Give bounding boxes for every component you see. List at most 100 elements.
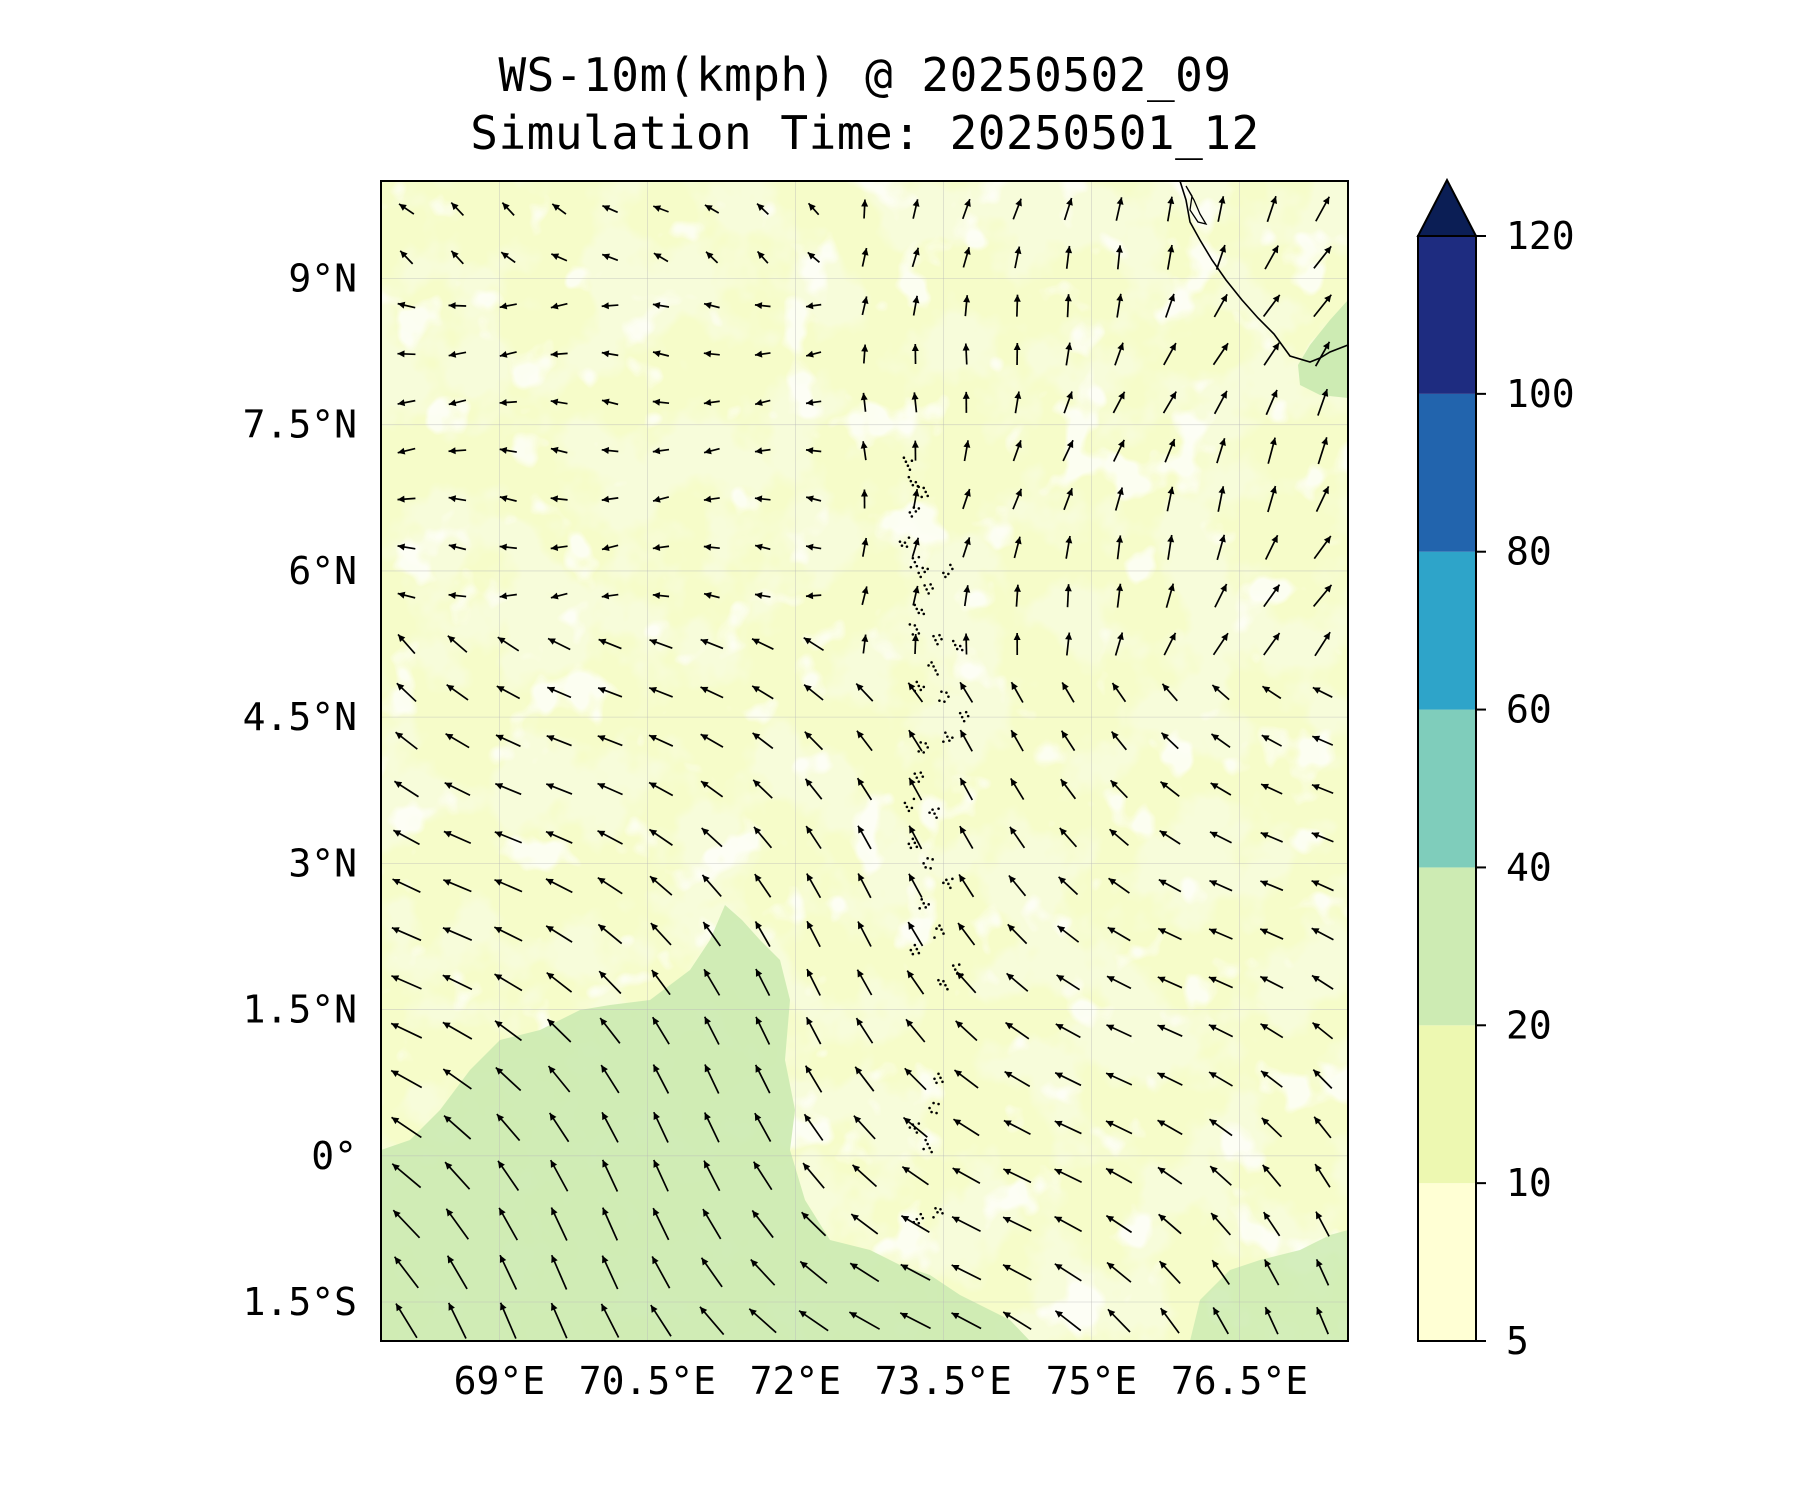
- wind-arrow: [601, 1159, 619, 1192]
- atoll-dot: [940, 637, 943, 641]
- wind-arrow: [546, 1018, 572, 1043]
- wind-arrow: [1157, 927, 1182, 941]
- wind-arrow: [601, 1111, 619, 1143]
- wind-arrow: [855, 682, 874, 702]
- wind-arrow: [751, 685, 774, 700]
- wind-arrow: [754, 399, 771, 406]
- title-line-1: WS-10m(kmph) @ 20250502_09: [498, 48, 1232, 102]
- wind-arrow: [1209, 879, 1233, 892]
- wind-arrow: [648, 828, 673, 846]
- atoll-dot: [917, 780, 921, 783]
- wind-arrow: [1211, 684, 1230, 701]
- wind-arrow: [805, 447, 822, 455]
- colorbar-tick-label: 5: [1506, 1319, 1529, 1363]
- atoll-dot: [908, 623, 912, 626]
- wind-arrow: [752, 779, 773, 799]
- colorbar-segment: [1418, 551, 1476, 710]
- wind-arrow: [1167, 534, 1175, 560]
- wind-arrow: [958, 874, 975, 898]
- wind-arrow: [806, 920, 821, 948]
- atoll-dot: [919, 688, 923, 692]
- wind-arrow: [1107, 926, 1131, 942]
- wind-arrow: [597, 876, 623, 895]
- wind-arrow: [545, 783, 573, 795]
- wind-arrow: [703, 543, 720, 551]
- wind-arrow: [1265, 389, 1278, 416]
- wind-arrow: [546, 686, 572, 699]
- wind-arrow: [703, 495, 720, 503]
- wind-arrow: [1116, 535, 1124, 560]
- atoll-dot: [915, 564, 919, 568]
- wind-arrow: [756, 250, 769, 264]
- atoll-dot: [913, 841, 917, 845]
- wind-arrow: [1264, 534, 1279, 560]
- wind-arrow: [703, 1160, 721, 1192]
- wind-arrow: [1105, 1214, 1133, 1234]
- wind-arrow: [1159, 829, 1181, 845]
- wind-arrow: [699, 1306, 725, 1336]
- atoll-dot: [937, 978, 940, 982]
- wind-arrow: [951, 1312, 982, 1330]
- wind-arrow: [1059, 827, 1078, 848]
- wind-arrow: [962, 537, 971, 558]
- atoll-dot: [932, 665, 935, 668]
- wind-arrow: [652, 592, 670, 600]
- wind-arrow: [860, 392, 868, 412]
- wind-arrow: [906, 970, 925, 995]
- atoll-dot: [938, 924, 941, 927]
- atoll-dot: [935, 1111, 938, 1115]
- wind-arrow: [1110, 730, 1128, 751]
- wind-arrow: [1106, 1024, 1132, 1038]
- wind-arrow: [499, 1302, 517, 1339]
- wind-arrow: [1263, 584, 1281, 608]
- atoll-dot: [949, 886, 952, 890]
- wind-arrow: [1060, 730, 1076, 752]
- wind-arrow: [752, 732, 774, 750]
- wind-arrow: [495, 734, 521, 748]
- wind-arrow: [854, 1066, 875, 1092]
- wind-arrow: [392, 878, 421, 893]
- atoll-dot: [962, 719, 966, 723]
- atoll-dot: [951, 964, 955, 967]
- wind-arrow: [444, 1161, 471, 1190]
- wind-arrow: [861, 247, 869, 267]
- wind-arrow: [753, 826, 773, 849]
- wind-arrow: [754, 873, 772, 898]
- wind-arrow: [1208, 1118, 1233, 1137]
- atoll-dot: [944, 983, 947, 987]
- wind-arrow: [860, 441, 868, 461]
- atoll-dot: [926, 567, 930, 571]
- wind-arrow: [1166, 196, 1175, 222]
- wind-arrow: [499, 592, 517, 600]
- wind-arrow: [1210, 1212, 1232, 1236]
- wind-arrow: [1112, 391, 1126, 414]
- wind-arrow: [911, 440, 919, 461]
- wind-arrow: [1313, 294, 1332, 318]
- wind-arrow: [601, 350, 619, 358]
- wind-arrow: [550, 302, 568, 310]
- wind-arrow: [908, 729, 923, 752]
- wind-arrow: [1003, 1119, 1031, 1135]
- wind-arrow: [1166, 486, 1175, 512]
- wind-arrow: [1065, 632, 1073, 656]
- wind-arrow: [397, 399, 416, 407]
- wind-arrow: [748, 1308, 777, 1334]
- wind-arrow: [392, 829, 420, 846]
- wind-arrow: [1315, 196, 1331, 222]
- wind-arrow: [599, 1017, 621, 1044]
- lat-tick-label: 4.5°N: [243, 695, 357, 739]
- wind-arrow: [550, 398, 568, 406]
- atoll-dot: [907, 536, 911, 539]
- atoll-dot: [937, 1072, 940, 1076]
- wind-arrow: [1014, 246, 1022, 269]
- wind-arrow: [805, 350, 822, 358]
- wind-arrow: [648, 686, 673, 698]
- wind-arrow: [1263, 1259, 1280, 1286]
- wind-arrow: [1004, 1070, 1031, 1088]
- wind-arrow: [1157, 1166, 1183, 1185]
- wind-arrow: [652, 302, 670, 309]
- wind-arrow: [1212, 342, 1229, 366]
- wind-arrow: [962, 247, 971, 268]
- atoll-dot: [945, 691, 948, 694]
- wind-arrow: [550, 544, 568, 552]
